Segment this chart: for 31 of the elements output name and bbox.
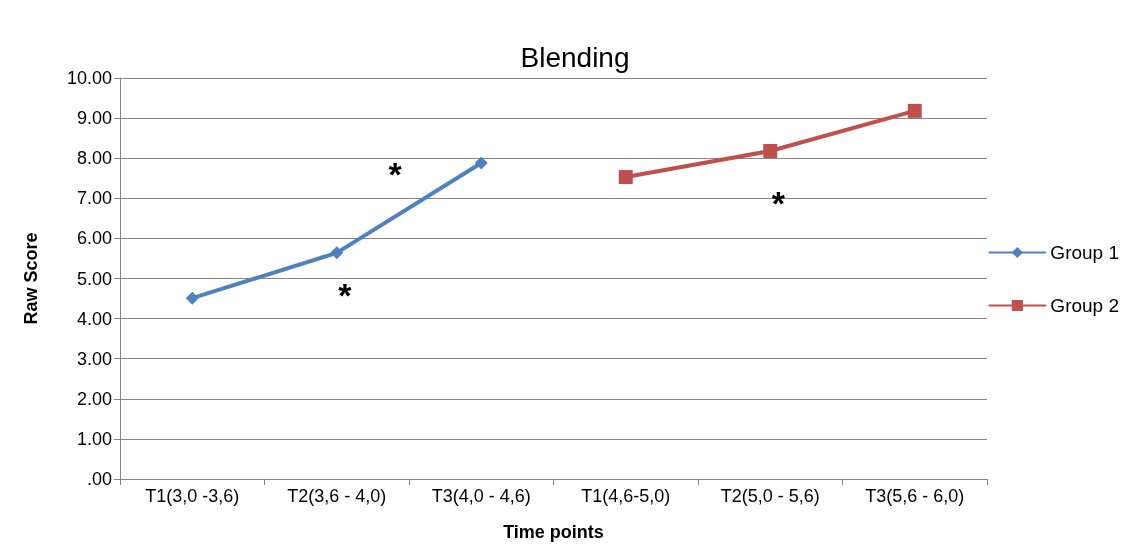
annotation: * xyxy=(388,154,403,193)
annotation: * xyxy=(771,183,786,222)
chart-title: Blending xyxy=(520,41,630,73)
y-tick-label: 2.00 xyxy=(76,388,112,409)
x-axis-title: Time points xyxy=(503,522,604,542)
x-tick-label: T2(3,6 - 4,0) xyxy=(287,486,387,506)
point xyxy=(763,143,778,158)
y-tick-label: 9.00 xyxy=(76,108,112,129)
x-tick-label: T3(5,6 - 6,0) xyxy=(865,486,965,506)
y-tick-label: 8.00 xyxy=(76,148,112,169)
y-tick-label: 7.00 xyxy=(76,188,112,209)
y-tick-label: .00 xyxy=(86,469,112,489)
x-tick-label: T1(4,6-5,0) xyxy=(581,486,671,506)
point xyxy=(474,156,488,170)
x-tick-label: T1(3,0 -3,6) xyxy=(145,486,240,506)
point xyxy=(618,170,633,185)
x-tick-label: T3(4,0 - 4,6) xyxy=(431,486,531,506)
y-tick-label: 4.00 xyxy=(76,308,112,329)
y-tick-label: 6.00 xyxy=(76,228,112,249)
point xyxy=(185,291,199,305)
y-tick-label: 1.00 xyxy=(76,428,112,449)
point xyxy=(907,103,922,118)
y-axis-title: Raw Score xyxy=(21,232,41,325)
y-tick-label: 10.00 xyxy=(66,68,112,88)
annotation: * xyxy=(338,275,353,314)
point xyxy=(330,246,344,260)
legend-label: Group 2 xyxy=(1050,295,1119,316)
y-tick-label: 3.00 xyxy=(76,348,112,369)
legend-label: Group 1 xyxy=(1050,242,1119,263)
y-tick-label: 5.00 xyxy=(76,268,112,289)
x-tick-label: T2(5,0 - 5,6) xyxy=(720,486,820,506)
